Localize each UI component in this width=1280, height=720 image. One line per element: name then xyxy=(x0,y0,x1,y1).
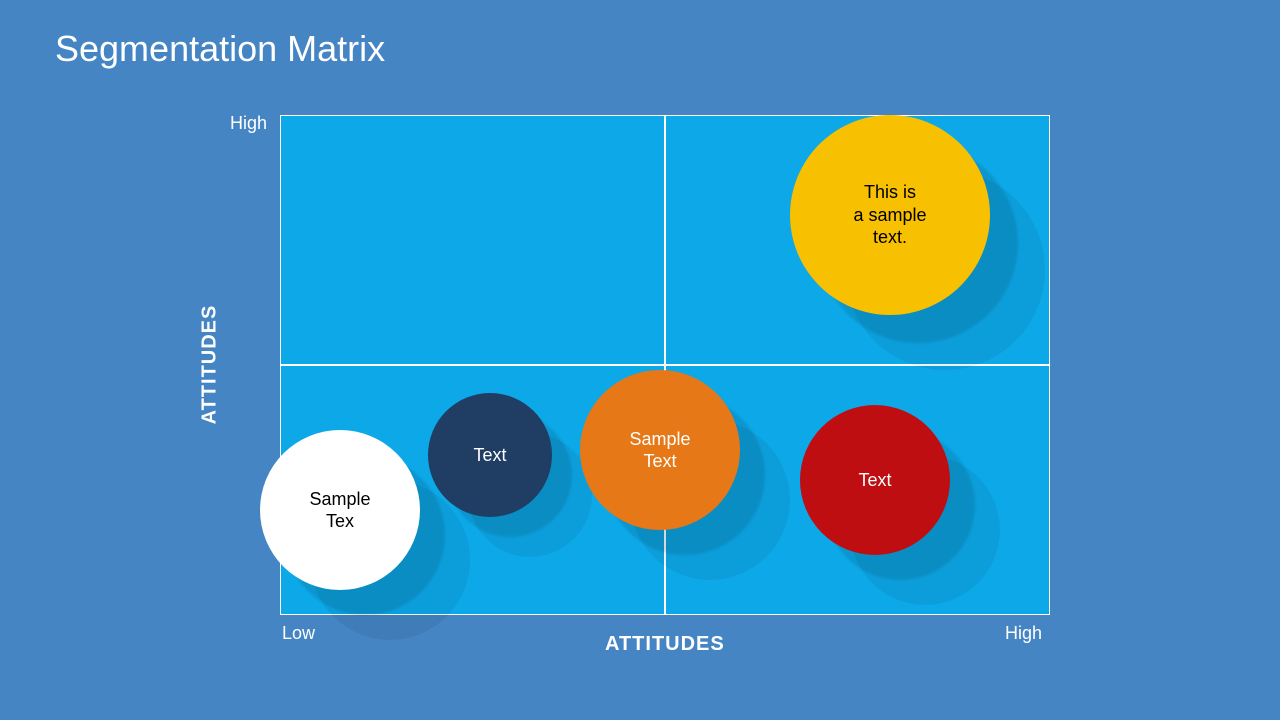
bubble: This is a sample text. xyxy=(790,115,990,315)
corner-label-bottom-left: Low xyxy=(282,623,315,644)
bubble: Sample Tex xyxy=(260,430,420,590)
bubble: Text xyxy=(428,393,552,517)
y-axis-label: ATTITUDES xyxy=(198,305,221,425)
bubble: Sample Text xyxy=(580,370,740,530)
slide: Segmentation Matrix High Low High ATTITU… xyxy=(0,0,1280,720)
x-axis-label: ATTITUDES xyxy=(605,633,725,656)
bubble: Text xyxy=(800,405,950,555)
corner-label-top-left: High xyxy=(230,113,267,134)
page-title: Segmentation Matrix xyxy=(55,28,385,70)
corner-label-bottom-right: High xyxy=(1005,623,1042,644)
quadrant-top-left xyxy=(280,115,665,365)
